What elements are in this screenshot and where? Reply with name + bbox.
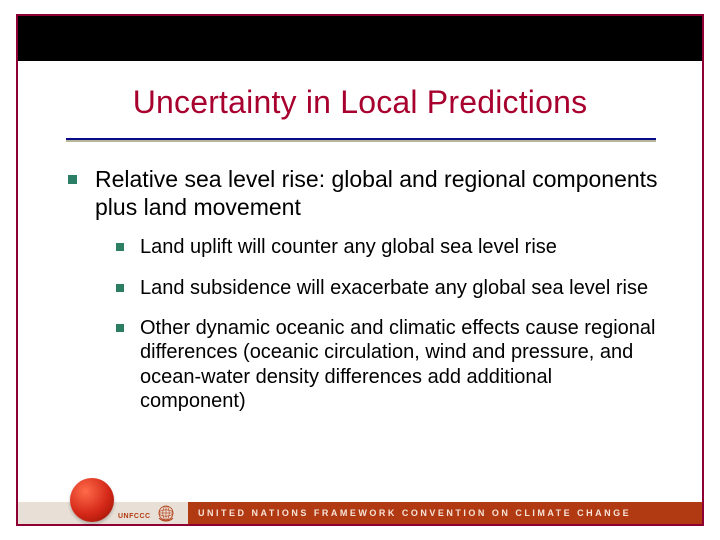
main-bullet-row: Relative sea level rise: global and regi… [68, 166, 662, 221]
sub-bullet-row: Land uplift will counter any global sea … [116, 235, 662, 259]
title-divider-shadow [66, 140, 656, 142]
globe-icon [70, 478, 114, 522]
footer-right: UNITED NATIONS FRAMEWORK CONVENTION ON C… [188, 502, 702, 524]
top-black-strip [18, 16, 702, 61]
sub-bullet-text: Other dynamic oceanic and climatic effec… [140, 316, 662, 414]
square-bullet-icon [116, 243, 124, 251]
main-bullet-text: Relative sea level rise: global and regi… [95, 166, 662, 221]
content-area: Relative sea level rise: global and regi… [68, 166, 662, 430]
slide-title: Uncertainty in Local Predictions [18, 84, 702, 121]
unfccc-label: UNFCCC [118, 513, 151, 520]
square-bullet-icon [68, 175, 77, 184]
sub-bullet-row: Other dynamic oceanic and climatic effec… [116, 316, 662, 414]
slide-frame: Uncertainty in Local Predictions Relativ… [16, 14, 704, 526]
sub-bullet-row: Land subsidence will exacerbate any glob… [116, 276, 662, 300]
footer-banner-text: UNITED NATIONS FRAMEWORK CONVENTION ON C… [198, 508, 631, 518]
square-bullet-icon [116, 324, 124, 332]
sub-bullet-list: Land uplift will counter any global sea … [116, 235, 662, 413]
footer-left: UNFCCC [18, 502, 188, 524]
slide-footer: UNFCCC UNITED NATIONS FRAMEWORK CONVENTI… [18, 502, 702, 524]
sub-bullet-text: Land uplift will counter any global sea … [140, 235, 557, 259]
square-bullet-icon [116, 284, 124, 292]
sub-bullet-text: Land subsidence will exacerbate any glob… [140, 276, 648, 300]
un-logo-icon [154, 502, 178, 524]
